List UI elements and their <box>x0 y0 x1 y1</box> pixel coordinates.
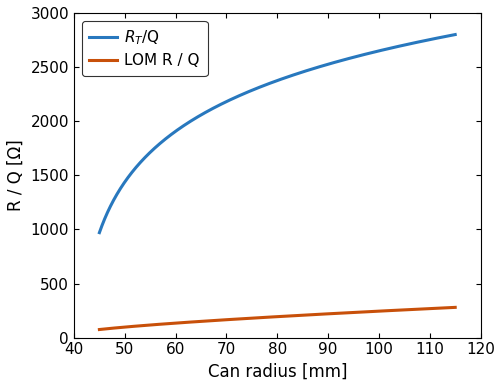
$R_T$/Q <box>451 32 457 37</box>
$R_T$/Q <box>253 86 259 91</box>
Legend: $R_T$/Q, LOM R / Q: $R_T$/Q, LOM R / Q <box>82 21 207 76</box>
$R_T$/Q <box>373 49 379 54</box>
LOM R / Q <box>379 308 385 313</box>
LOM R / Q <box>253 315 259 320</box>
Y-axis label: R / Q [Ω]: R / Q [Ω] <box>7 139 25 211</box>
X-axis label: Can radius [mm]: Can radius [mm] <box>207 363 346 381</box>
LOM R / Q <box>240 316 246 321</box>
$R_T$/Q <box>240 92 246 96</box>
Line: LOM R / Q: LOM R / Q <box>99 307 454 329</box>
LOM R / Q <box>96 327 102 332</box>
LOM R / Q <box>373 309 379 314</box>
$R_T$/Q <box>340 57 346 62</box>
$R_T$/Q <box>96 230 102 235</box>
LOM R / Q <box>340 311 346 315</box>
LOM R / Q <box>451 305 457 310</box>
$R_T$/Q <box>132 165 138 170</box>
Line: $R_T$/Q: $R_T$/Q <box>99 35 454 233</box>
$R_T$/Q <box>379 48 385 52</box>
LOM R / Q <box>132 324 138 329</box>
